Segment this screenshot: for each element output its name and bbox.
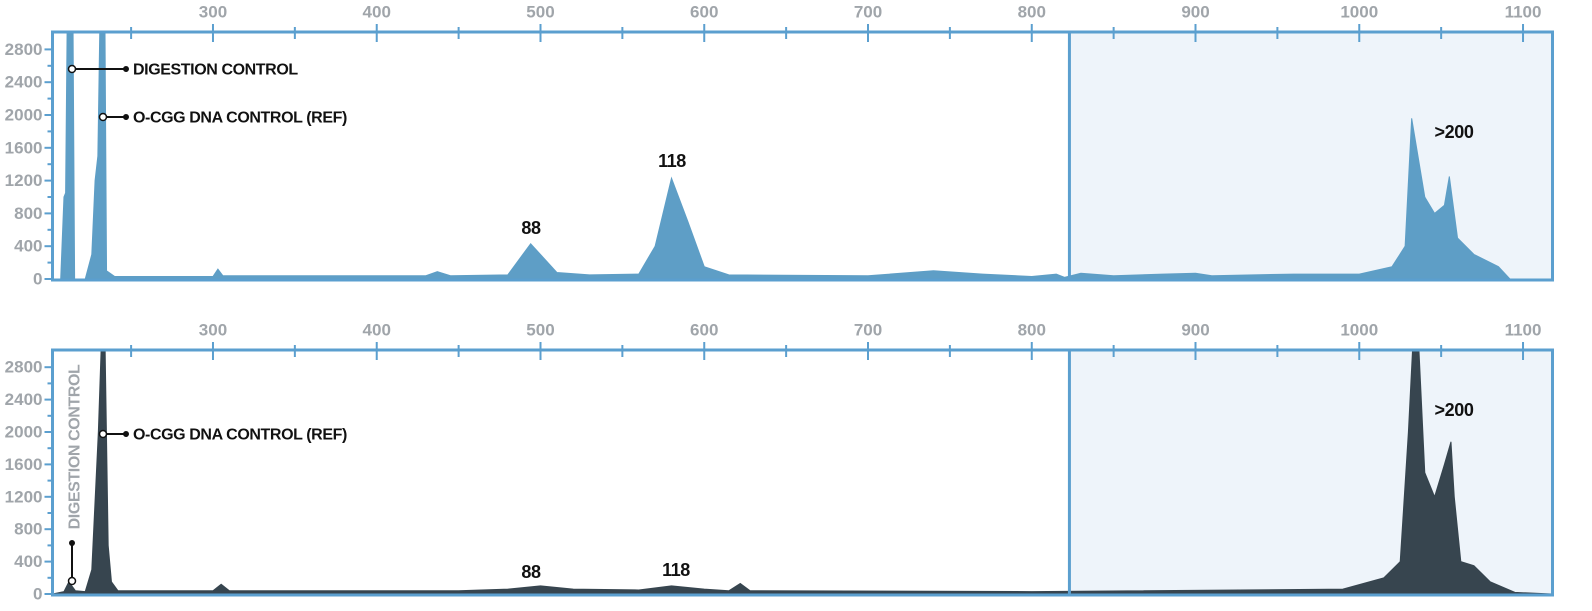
x-tick-label: 900 (1181, 3, 1209, 22)
leader-end (69, 540, 75, 546)
y-tick-label: 1200 (5, 487, 43, 506)
y-tick-label: 1600 (5, 138, 43, 157)
leader-start (67, 576, 77, 586)
leader-end (123, 431, 129, 437)
x-tick-label: 300 (199, 321, 227, 340)
x-tick-label: 900 (1181, 321, 1209, 340)
y-tick-label: 2800 (5, 358, 43, 377)
peak-label: >200 (1435, 400, 1474, 420)
peak-label: 118 (658, 151, 686, 171)
x-tick-label: 1000 (1340, 3, 1378, 22)
y-tick-label: 0 (33, 585, 42, 604)
x-tick-label: 1100 (1505, 3, 1542, 22)
annotation: O-CGG DNA CONTROL (REF) (133, 110, 347, 127)
y-tick-label: 400 (14, 237, 42, 256)
y-tick-label: 400 (14, 552, 42, 571)
peak-label: 88 (521, 218, 541, 238)
x-tick-label: 800 (1018, 321, 1046, 340)
y-tick-label: 800 (14, 520, 42, 539)
peak-label: 118 (662, 560, 690, 580)
x-tick-label: 700 (854, 3, 882, 22)
x-tick-label: 600 (690, 321, 718, 340)
y-tick-label: 2000 (5, 423, 43, 442)
x-tick-label: 400 (363, 321, 391, 340)
x-tick-label: 1000 (1340, 321, 1378, 340)
x-tick-label: 800 (1018, 3, 1046, 22)
y-tick-label: 2000 (5, 106, 43, 125)
y-tick-label: 800 (14, 204, 42, 223)
y-tick-label: 1600 (5, 455, 43, 474)
x-tick-label: 500 (526, 3, 554, 22)
y-tick-label: 0 (33, 270, 42, 289)
annotation: DIGESTION CONTROL (67, 364, 84, 529)
leader-start (98, 112, 108, 122)
plot-frame (51, 348, 1554, 597)
plot-frame (51, 30, 1554, 282)
x-tick-label: 400 (363, 3, 391, 22)
y-tick-label: 2800 (5, 40, 43, 59)
shaded-region (1069, 33, 1553, 279)
shaded-region (1069, 351, 1553, 594)
leader-start (67, 64, 77, 74)
leader-start (98, 429, 108, 439)
y-tick-label: 1200 (5, 171, 43, 190)
x-tick-label: 300 (199, 3, 227, 22)
annotation: DIGESTION CONTROL (133, 62, 298, 79)
trace-area (52, 33, 1553, 279)
leader-end (123, 114, 129, 120)
leader-end (123, 66, 129, 72)
trace-area (52, 351, 1553, 594)
peak-label: >200 (1435, 122, 1474, 142)
peak-label: 88 (521, 562, 541, 582)
x-tick-label: 500 (526, 321, 554, 340)
annotation: O-CGG DNA CONTROL (REF) (133, 427, 347, 444)
y-tick-label: 2400 (5, 73, 43, 92)
x-tick-label: 600 (690, 3, 718, 22)
x-tick-label: 1100 (1505, 321, 1542, 340)
y-tick-label: 2400 (5, 390, 43, 409)
x-tick-label: 700 (854, 321, 882, 340)
